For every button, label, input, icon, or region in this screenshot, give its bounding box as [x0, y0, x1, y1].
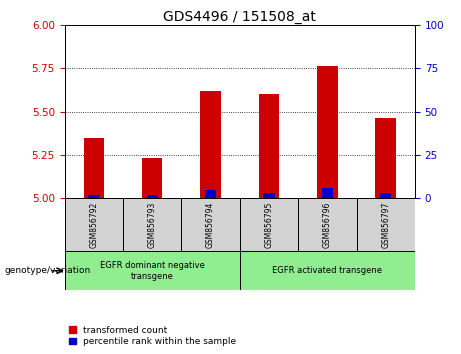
Bar	[83, 138, 104, 198]
Bar	[322, 188, 333, 198]
Bar	[200, 91, 221, 198]
Bar	[147, 195, 158, 198]
Bar	[259, 94, 279, 198]
Bar	[298, 198, 356, 251]
Bar	[240, 251, 415, 290]
Bar	[88, 195, 100, 198]
Bar	[263, 193, 275, 198]
Bar	[123, 198, 181, 251]
Bar	[65, 198, 123, 251]
Text: EGFR dominant negative
transgene: EGFR dominant negative transgene	[100, 261, 205, 280]
Text: genotype/variation: genotype/variation	[5, 266, 91, 275]
Text: GSM856793: GSM856793	[148, 201, 157, 248]
Bar	[317, 67, 337, 198]
Text: GSM856797: GSM856797	[381, 201, 390, 248]
Text: GSM856795: GSM856795	[265, 201, 273, 248]
Title: GDS4496 / 151508_at: GDS4496 / 151508_at	[163, 10, 316, 24]
Text: GSM856794: GSM856794	[206, 201, 215, 248]
Legend: transformed count, percentile rank within the sample: transformed count, percentile rank withi…	[69, 326, 236, 346]
Text: GSM856792: GSM856792	[89, 202, 98, 248]
Bar	[181, 198, 240, 251]
Bar	[240, 198, 298, 251]
Bar	[65, 251, 240, 290]
Bar	[205, 190, 216, 198]
Text: GSM856796: GSM856796	[323, 201, 332, 248]
Bar	[375, 119, 396, 198]
Bar	[380, 193, 391, 198]
Bar	[142, 158, 162, 198]
Text: EGFR activated transgene: EGFR activated transgene	[272, 266, 382, 275]
Bar	[356, 198, 415, 251]
